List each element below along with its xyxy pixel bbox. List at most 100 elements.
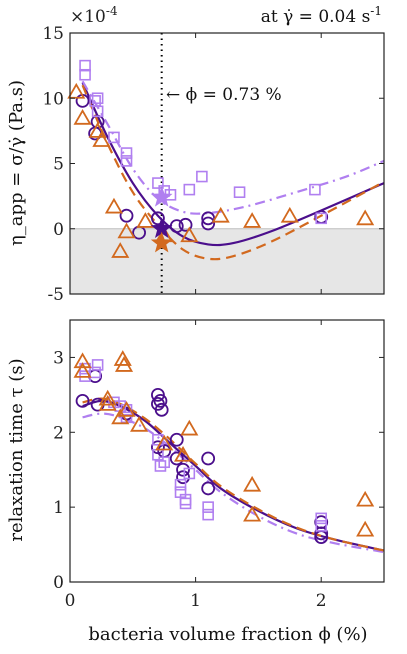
data-point-circle [176,470,190,485]
data-point-square [174,478,187,491]
data-point-square [79,68,91,81]
x-tick-label: 0 [65,591,76,611]
data-point-square [183,183,196,196]
top-data-points [67,59,375,258]
data-point-square [315,520,328,532]
phi-annotation: ← ϕ = 0.73 % [166,85,282,105]
data-point-triangle [155,434,174,451]
data-point-circle [201,216,216,231]
data-point-triangle [136,212,155,228]
data-point-triangle [211,206,230,223]
data-point-triangle [88,122,107,138]
data-point-circle [314,526,329,541]
data-point-triangle [180,226,199,243]
y-tick-label: 0 [53,220,64,240]
data-point-triangle [356,520,375,537]
x-tick-label: 2 [316,591,327,611]
data-point-circle [178,217,193,232]
bottom-axes-frame [69,319,385,583]
data-point-triangle [117,401,136,417]
data-point-triangle [117,222,136,239]
fit-curve-dashed [82,397,385,552]
data-point-square [91,105,104,118]
data-point-circle [201,481,216,496]
top-panel: -5 0 5 10 15 ×10-4 at γ̇ = 0.04 s-1 ← ϕ = 0.… [6,4,385,305]
y-tick-label: 2 [53,423,64,443]
data-point-triangle [104,197,124,214]
data-point-triangle [92,131,111,147]
data-point-circle [151,387,165,402]
data-point-square [179,497,192,510]
data-point-square [183,467,196,480]
top-y-axis-label: η_app = σ/γ̇ (Pa.s) [6,80,27,246]
top-ticks: -5 0 5 10 15 [42,24,384,305]
y-tick-label: 3 [53,348,64,368]
y-tick-label: 15 [42,24,64,44]
data-point-square [202,508,214,521]
fit-curve-dashdot [82,412,385,554]
data-point-triangle [98,395,117,411]
data-point-square [120,147,133,159]
data-point-triangle [114,356,134,372]
data-point-square [315,212,328,225]
data-point-circle [119,208,134,223]
data-point-triangle [243,212,262,228]
data-point-circle [153,393,168,408]
y-tick-label: -5 [47,285,64,305]
bottom-panel: 0 1 2 3 0 1 2 relaxation time τ (s) bacteria v… [6,319,385,645]
y-tick-label: 0 [53,573,64,593]
data-point-circle [151,211,165,226]
multiplier-label: ×10-4 [70,4,118,27]
x-tick-label: 1 [190,591,201,611]
negative-region-shading [70,228,384,294]
data-point-triangle [111,242,130,258]
data-point-square [91,92,104,105]
data-point-triangle [73,352,92,369]
data-point-triangle [73,109,92,125]
data-point-square [120,155,133,167]
bottom-data-points [73,350,375,544]
data-point-square [158,456,170,469]
data-point-square [309,183,321,196]
data-point-circle [176,462,190,477]
data-point-triangle [180,419,199,436]
data-point-triangle [173,445,193,462]
data-point-triangle [113,350,132,366]
data-point-square [154,460,167,472]
shear-rate-annotation: at γ̇ = 0.04 s-1 [261,4,382,27]
data-point-circle [75,393,90,408]
data-point-square [91,359,104,371]
data-point-triangle [67,82,86,99]
data-point-triangle [280,206,299,223]
data-point-circle [154,402,169,417]
data-point-triangle [111,408,130,425]
data-point-triangle [98,389,117,406]
data-point-square [79,59,91,72]
bottom-ticks: 0 1 2 3 0 1 2 [53,320,384,611]
x-axis-label: bacteria volume fraction ϕ (%) [88,624,367,645]
y-tick-label: 10 [42,89,64,109]
y-tick-label: 5 [53,155,64,175]
data-point-circle [201,451,216,466]
fit-curve-dashed [81,84,385,261]
data-point-square [315,512,328,525]
data-point-circle [88,369,103,384]
data-point-triangle [356,209,375,226]
y-tick-label: 1 [53,498,64,518]
star-marker [150,186,173,207]
data-point-circle [169,451,184,466]
data-point-triangle [356,490,375,507]
data-point-square [202,501,214,513]
data-point-square [233,186,246,199]
data-point-triangle [130,415,149,432]
data-point-square [152,177,164,189]
data-point-triangle [73,362,92,378]
star-marker [150,231,173,253]
data-point-square [108,131,120,144]
data-point-triangle [243,475,262,492]
data-point-square [89,366,101,379]
data-point-square [196,170,208,183]
data-point-triangle [243,505,262,522]
data-point-circle [169,432,184,447]
